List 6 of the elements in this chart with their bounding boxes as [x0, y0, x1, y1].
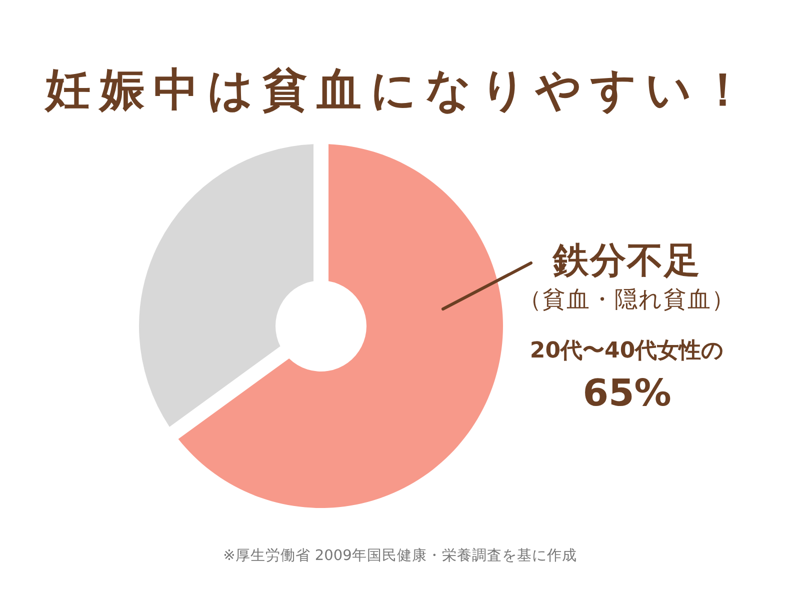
chart-title: 妊娠中は貧血になりやすい！: [44, 62, 756, 118]
text: ※厚生労働省 2009年国民健康・栄養調査を基に作成: [222, 546, 578, 566]
text: 20代〜40代女性の: [530, 338, 724, 364]
data-label: 65%: [582, 372, 672, 415]
text: （貧血・隠れ貧血）: [518, 286, 736, 313]
slice-label: 鉄分不足: [552, 240, 701, 282]
